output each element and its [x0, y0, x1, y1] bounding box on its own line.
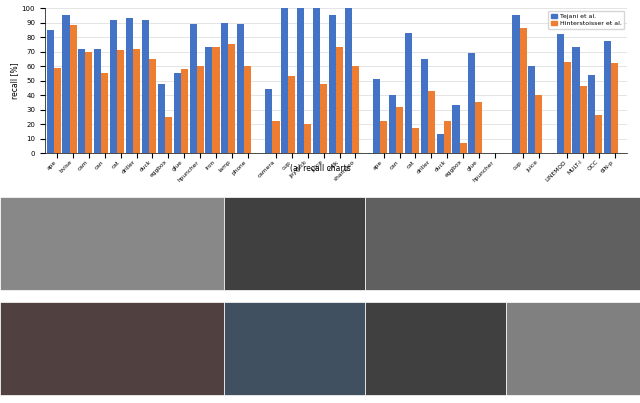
Bar — [313, 8, 320, 153]
Bar — [101, 73, 108, 153]
Bar — [173, 73, 180, 153]
Bar — [460, 143, 467, 153]
Bar — [117, 50, 124, 153]
Bar — [352, 66, 359, 153]
Bar — [297, 8, 304, 153]
Bar — [520, 28, 527, 153]
Bar — [405, 33, 412, 153]
Bar — [345, 8, 352, 153]
Bar — [205, 47, 212, 153]
Bar — [54, 68, 61, 153]
Bar — [196, 66, 204, 153]
Bar — [180, 69, 188, 153]
Bar — [573, 47, 580, 153]
Bar — [452, 105, 460, 153]
Bar — [221, 23, 228, 153]
Bar — [611, 63, 618, 153]
Bar — [165, 117, 172, 153]
Bar — [70, 25, 77, 153]
Bar — [212, 47, 220, 153]
Bar — [420, 59, 428, 153]
Bar — [476, 102, 483, 153]
Bar — [557, 34, 564, 153]
Bar — [580, 86, 587, 153]
Legend: Tejani et al., Hinterstoisser et al.: Tejani et al., Hinterstoisser et al. — [548, 11, 624, 29]
Bar — [588, 75, 595, 153]
Bar — [304, 124, 311, 153]
Bar — [513, 15, 520, 153]
Bar — [412, 129, 419, 153]
Bar — [380, 121, 387, 153]
Bar — [436, 134, 444, 153]
Bar — [373, 79, 380, 153]
Bar — [329, 15, 336, 153]
Bar — [266, 89, 273, 153]
Bar — [320, 83, 327, 153]
Bar — [536, 95, 543, 153]
Bar — [110, 20, 117, 153]
Bar — [78, 49, 85, 153]
Bar — [289, 76, 296, 153]
Bar — [595, 115, 602, 153]
Bar — [47, 30, 54, 153]
Bar — [63, 15, 70, 153]
Bar — [604, 42, 611, 153]
Bar — [189, 24, 196, 153]
Bar — [389, 95, 396, 153]
Bar — [133, 49, 140, 153]
Bar — [126, 18, 133, 153]
Bar — [157, 83, 165, 153]
Bar — [149, 59, 156, 153]
Bar — [444, 121, 451, 153]
Bar — [273, 121, 280, 153]
Bar — [85, 52, 92, 153]
Text: (a) recall charts: (a) recall charts — [290, 164, 350, 173]
Bar — [142, 20, 149, 153]
Bar — [228, 44, 236, 153]
Bar — [529, 66, 536, 153]
Bar — [468, 53, 476, 153]
Bar — [282, 8, 289, 153]
Bar — [237, 24, 244, 153]
Bar — [428, 91, 435, 153]
Bar — [244, 66, 252, 153]
Bar — [94, 49, 101, 153]
Bar — [336, 47, 343, 153]
Bar — [564, 62, 571, 153]
Y-axis label: recall [%]: recall [%] — [10, 62, 19, 99]
Bar — [396, 107, 403, 153]
